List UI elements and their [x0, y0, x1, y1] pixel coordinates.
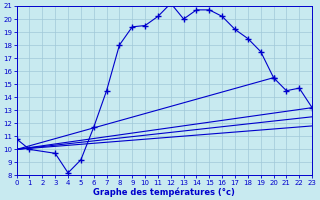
X-axis label: Graphe des températures (°c): Graphe des températures (°c) [93, 187, 235, 197]
